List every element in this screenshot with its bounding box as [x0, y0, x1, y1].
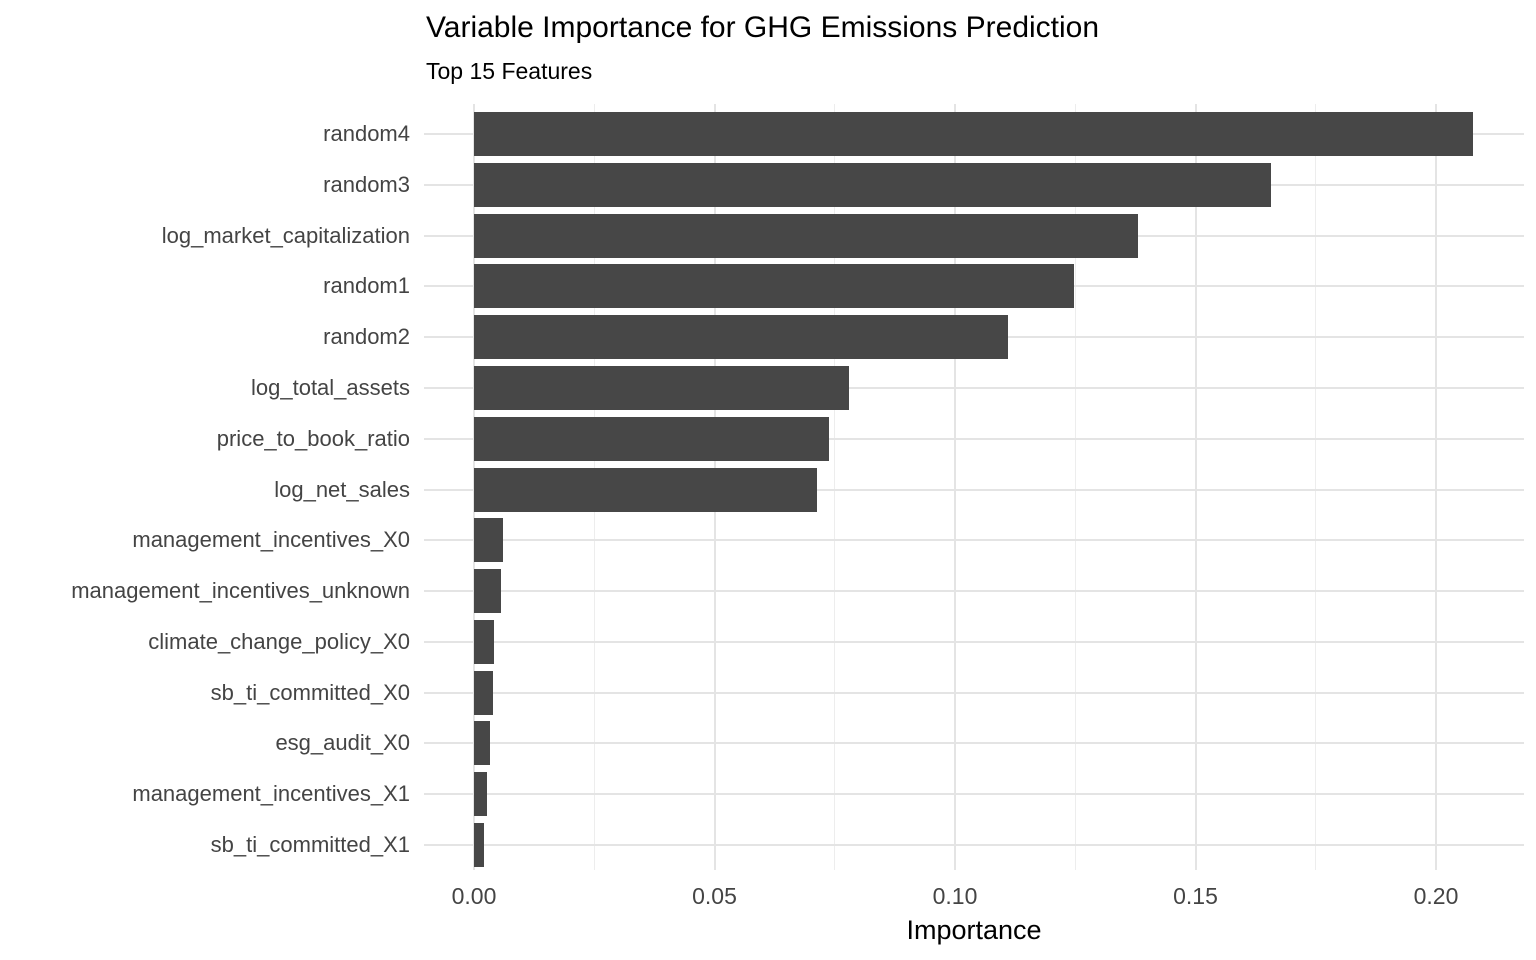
importance-bar: [474, 670, 494, 715]
importance-bar: [474, 264, 1074, 309]
importance-bar: [474, 162, 1272, 207]
y-axis-label: random2: [323, 324, 410, 350]
x-axis-tick-label: 0.00: [451, 883, 497, 909]
y-gridline-major: [424, 488, 1524, 491]
y-gridline-major: [424, 590, 1524, 593]
y-gridline-major: [424, 539, 1524, 542]
y-gridline-major: [424, 386, 1524, 389]
x-axis-tick-label: 0.20: [1413, 883, 1459, 909]
importance-bar: [474, 467, 818, 512]
x-axis-tick-label: 0.15: [1173, 883, 1218, 909]
importance-bar: [474, 365, 850, 410]
x-gridline-major: [954, 104, 956, 870]
y-axis-label: esg_audit_X0: [275, 730, 410, 756]
plot-panel: [424, 104, 1524, 870]
x-gridline-major: [1194, 104, 1197, 870]
importance-bar: [474, 112, 1473, 156]
y-axis-label: log_net_sales: [274, 476, 410, 502]
importance-bar: [474, 518, 503, 563]
x-axis-title: Importance: [906, 915, 1042, 945]
y-axis-label: random4: [323, 121, 410, 146]
y-axis-label: climate_change_policy_X0: [148, 628, 410, 654]
importance-bar: [474, 721, 491, 766]
importance-bar: [474, 416, 829, 461]
importance-bar: [474, 213, 1139, 258]
importance-bar: [474, 569, 501, 614]
importance-bar: [474, 315, 1008, 360]
x-gridline-minor: [834, 104, 836, 870]
y-axis-label: management_incentives_X1: [132, 781, 410, 807]
y-axis-label: random3: [323, 171, 410, 197]
y-gridline-major: [424, 742, 1524, 745]
importance-bar: [474, 772, 487, 817]
importance-bar: [474, 823, 485, 868]
x-gridline-minor: [1074, 104, 1076, 870]
y-gridline-major: [424, 691, 1524, 694]
x-gridline-major: [1435, 104, 1437, 870]
y-axis-label: sb_ti_committed_X1: [210, 832, 410, 858]
y-gridline-major: [424, 640, 1524, 643]
y-axis-label: price_to_book_ratio: [216, 425, 410, 451]
y-gridline-major: [424, 844, 1524, 847]
y-gridline-major: [424, 437, 1524, 440]
chart-title: Variable Importance for GHG Emissions Pr…: [426, 11, 1100, 44]
y-axis-label: random1: [323, 273, 410, 299]
y-axis-label: log_total_assets: [251, 374, 410, 400]
y-axis-label: management_incentives_X0: [132, 527, 410, 553]
x-axis-tick-labels: 0.00 0.05 0.10 0.15 0.20: [424, 882, 1524, 910]
y-axis-label: log_market_capitalization: [161, 222, 410, 248]
x-gridline-minor: [1315, 104, 1317, 870]
importance-bar: [474, 619, 494, 664]
chart-subtitle: Top 15 Features: [426, 58, 593, 84]
y-axis-label: sb_ti_committed_X0: [210, 679, 410, 705]
x-axis-tick-label: 0.05: [692, 883, 737, 909]
y-axis-label: management_incentives_unknown: [71, 578, 410, 604]
y-gridline-major: [424, 793, 1524, 796]
x-axis-tick-label: 0.10: [932, 883, 978, 909]
